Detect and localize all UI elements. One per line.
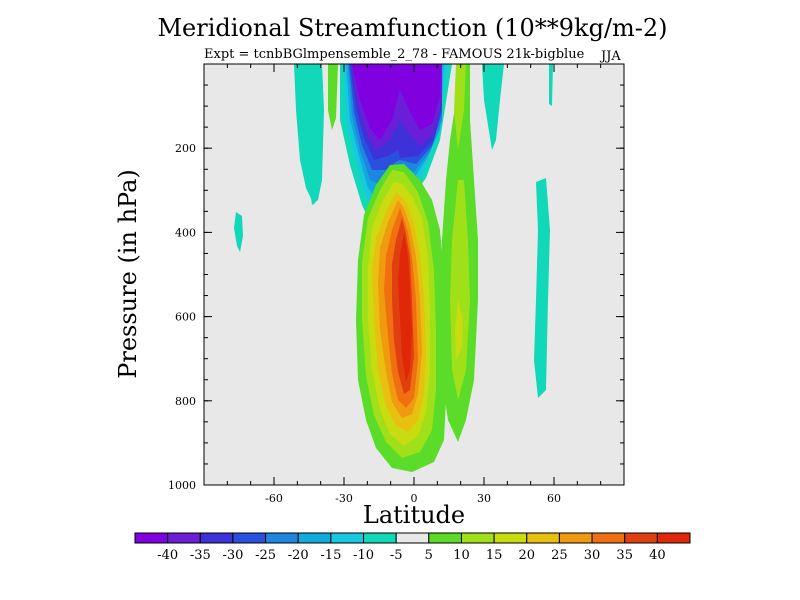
contour-pos-40 — [398, 232, 412, 382]
colorbar-swatch — [591, 532, 626, 544]
contour-streak-c — [328, 64, 338, 130]
colorbar-swatch — [526, 532, 560, 544]
colorbar-label: -15 — [320, 548, 341, 563]
y-tick-label: 800 — [175, 395, 196, 408]
x-axis-label: Latitude — [362, 501, 466, 529]
colorbar-label: -35 — [190, 548, 211, 563]
colorbar-swatch — [656, 532, 691, 544]
y-tick-label: 400 — [175, 226, 196, 239]
colorbar: -40 -35 -30 -25 -20 -15 -10 -5 5 10 15 20 25 30 35 40 — [134, 532, 691, 563]
colorbar-label: 10 — [453, 548, 470, 563]
colorbar-swatch — [460, 532, 495, 544]
colorbar-label: 30 — [584, 548, 601, 563]
colorbar-label: 40 — [649, 548, 666, 563]
colorbar-swatch — [134, 532, 169, 544]
y-tick-label: 1000 — [168, 479, 196, 492]
contour-nh-band — [534, 178, 550, 398]
colorbar-label: 20 — [518, 548, 535, 563]
colorbar-label: -20 — [288, 548, 309, 563]
colorbar-label: -30 — [222, 548, 243, 563]
contour-streak-d — [549, 64, 553, 106]
colorbar-swatch — [558, 532, 593, 544]
colorbar-label: -25 — [255, 548, 276, 563]
contour-nh-streak-15 — [450, 180, 470, 400]
colorbar-label: 5 — [425, 548, 433, 563]
colorbar-swatch — [395, 532, 430, 544]
x-tick-label: 60 — [547, 492, 561, 505]
colorbar-label: -5 — [390, 548, 403, 563]
contour-streak-b — [482, 64, 504, 150]
colorbar-label: 35 — [616, 548, 633, 563]
axis-layer: -60 -30 0 30 60 200 400 600 800 1000 — [168, 64, 624, 505]
colorbar-swatch — [330, 532, 365, 544]
colorbar-label: 25 — [551, 548, 568, 563]
contour-neg-40 — [352, 64, 441, 140]
colorbar-swatch — [265, 532, 299, 544]
colorbar-swatch — [363, 532, 397, 544]
season-label: JJA — [601, 49, 621, 64]
colorbar-label: 15 — [486, 548, 503, 563]
colorbar-swatch — [232, 532, 267, 544]
colorbar-swatch — [297, 532, 332, 544]
contour-neg-band — [306, 150, 322, 205]
colorbar-swatch — [493, 532, 528, 544]
y-tick-label: 600 — [175, 311, 196, 324]
colorbar-swatch — [624, 532, 658, 544]
colorbar-label: -10 — [353, 548, 374, 563]
chart-title: Meridional Streamfunction (10**9kg/m-2) — [157, 14, 668, 42]
x-tick-label: -30 — [335, 492, 353, 505]
contour-nh-streak-20 — [455, 300, 463, 360]
colorbar-swatch — [428, 532, 462, 544]
x-tick-label: 0 — [411, 492, 418, 505]
colorbar-swatch — [199, 532, 234, 544]
colorbar-label: -40 — [157, 548, 178, 563]
chart-subtitle: Expt = tcnbBGlmpensemble_2_78 - FAMOUS 2… — [204, 47, 585, 62]
y-tick-label: 200 — [175, 142, 196, 155]
contour-upper-thin — [454, 64, 466, 150]
colorbar-swatch — [167, 532, 201, 544]
x-tick-label: 30 — [477, 492, 491, 505]
contour-layer — [234, 64, 553, 472]
contour-sh-cell — [234, 212, 243, 252]
x-tick-label: -60 — [265, 492, 283, 505]
